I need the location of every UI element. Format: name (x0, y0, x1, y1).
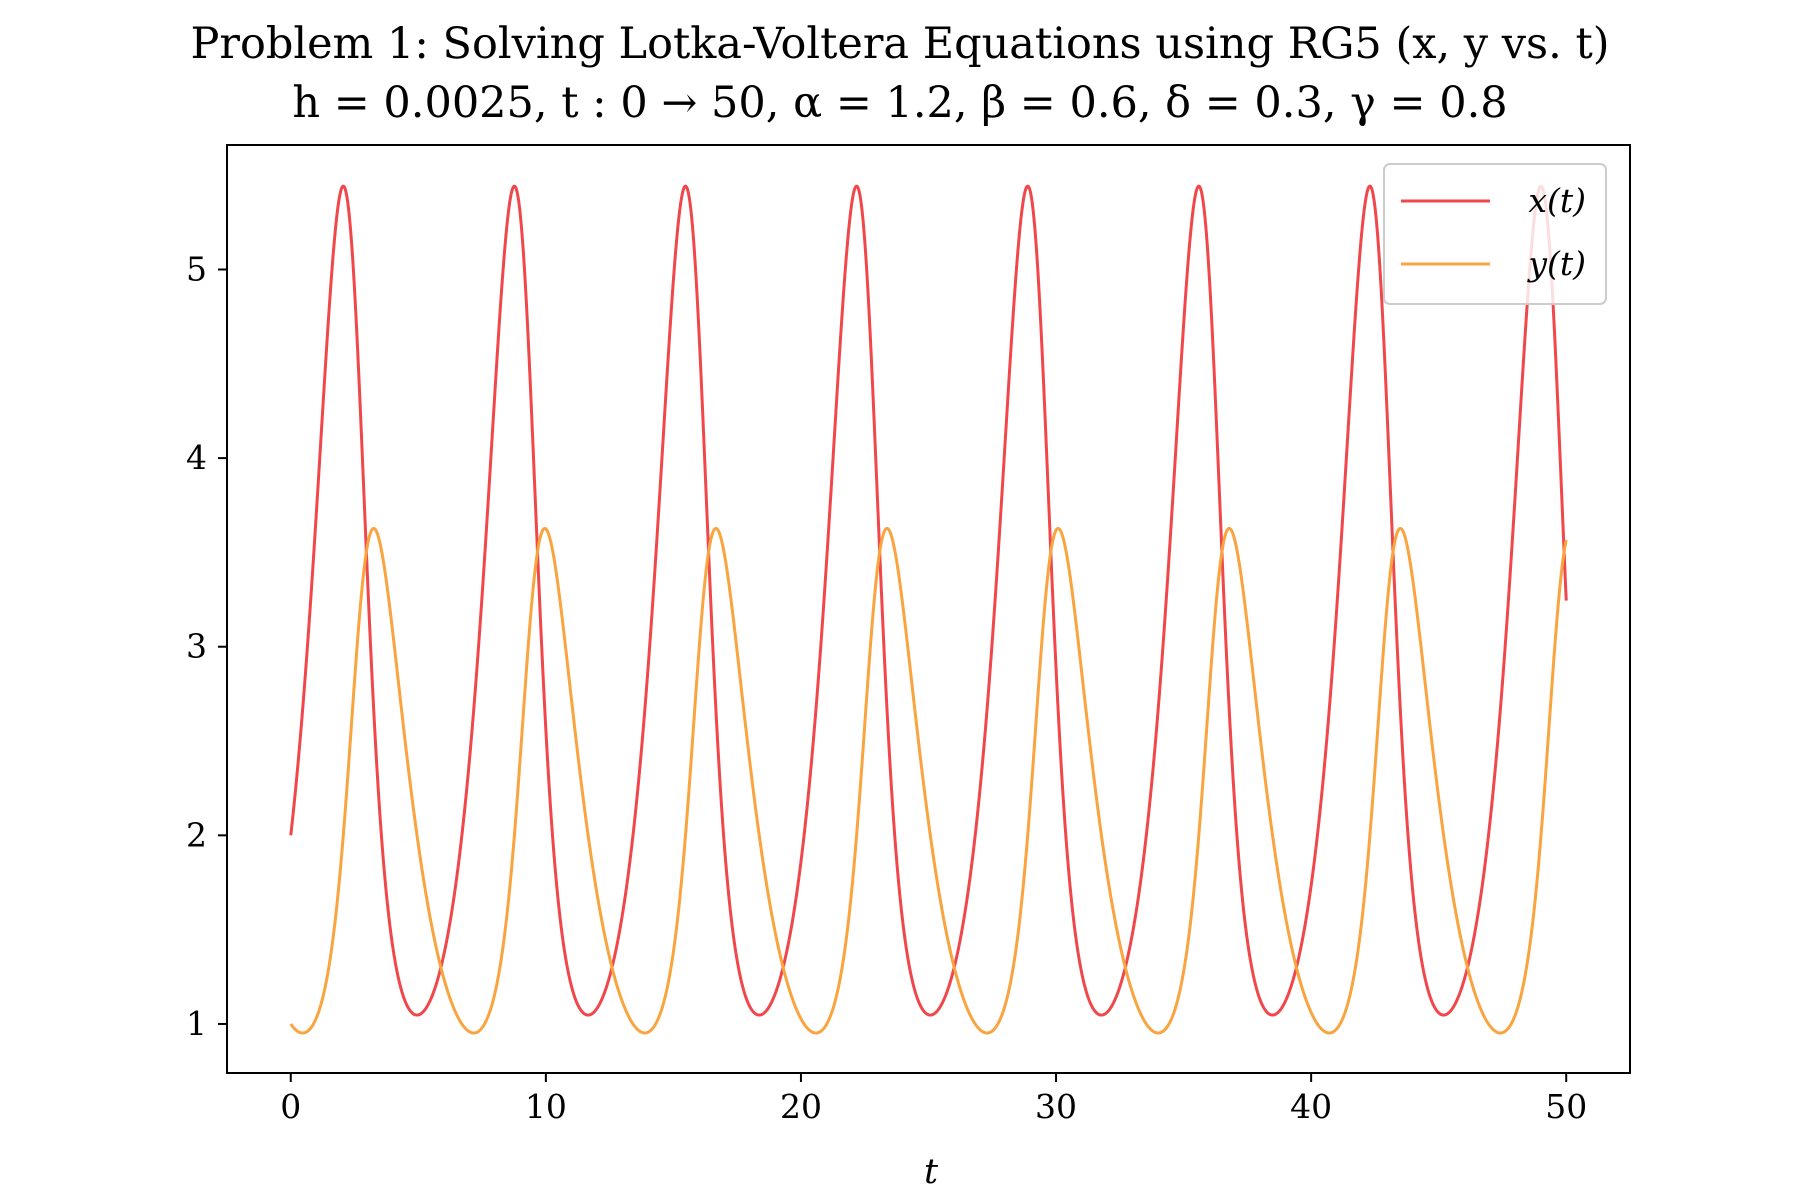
legend: x(t) y(t) (1383, 163, 1607, 305)
x-tick-label: 0 (280, 1087, 301, 1126)
x-tick-label: 30 (1035, 1087, 1077, 1126)
y-tick-label: 5 (186, 249, 207, 288)
y-tick-label: 3 (186, 627, 207, 666)
y-tick-label: 4 (186, 438, 207, 477)
y-tick-label: 2 (186, 815, 207, 854)
x-tick-label: 20 (780, 1087, 822, 1126)
legend-box (1383, 163, 1607, 305)
legend-label: x(t) (1528, 181, 1586, 220)
axes-layer: 0 10 20 30 40 50 1 2 3 4 5 (186, 144, 1631, 1126)
y-tick-label: 1 (186, 1004, 207, 1043)
series-line-x (289, 184, 1568, 1017)
x-tick-label: 50 (1545, 1087, 1587, 1126)
legend-label: y(t) (1526, 244, 1586, 283)
x-axis-label: t (924, 1152, 939, 1192)
x-tick-label: 40 (1290, 1087, 1332, 1126)
x-tick-label: 10 (525, 1087, 567, 1126)
chart-title: Problem 1: Solving Lotka-Voltera Equatio… (190, 19, 1609, 69)
series-layer (289, 184, 1568, 1035)
series-line-y (289, 526, 1568, 1035)
chart-subtitle: h = 0.0025, t : 0 → 50, α = 1.2, β = 0.6… (292, 78, 1507, 128)
plot-frame (226, 144, 1631, 1074)
